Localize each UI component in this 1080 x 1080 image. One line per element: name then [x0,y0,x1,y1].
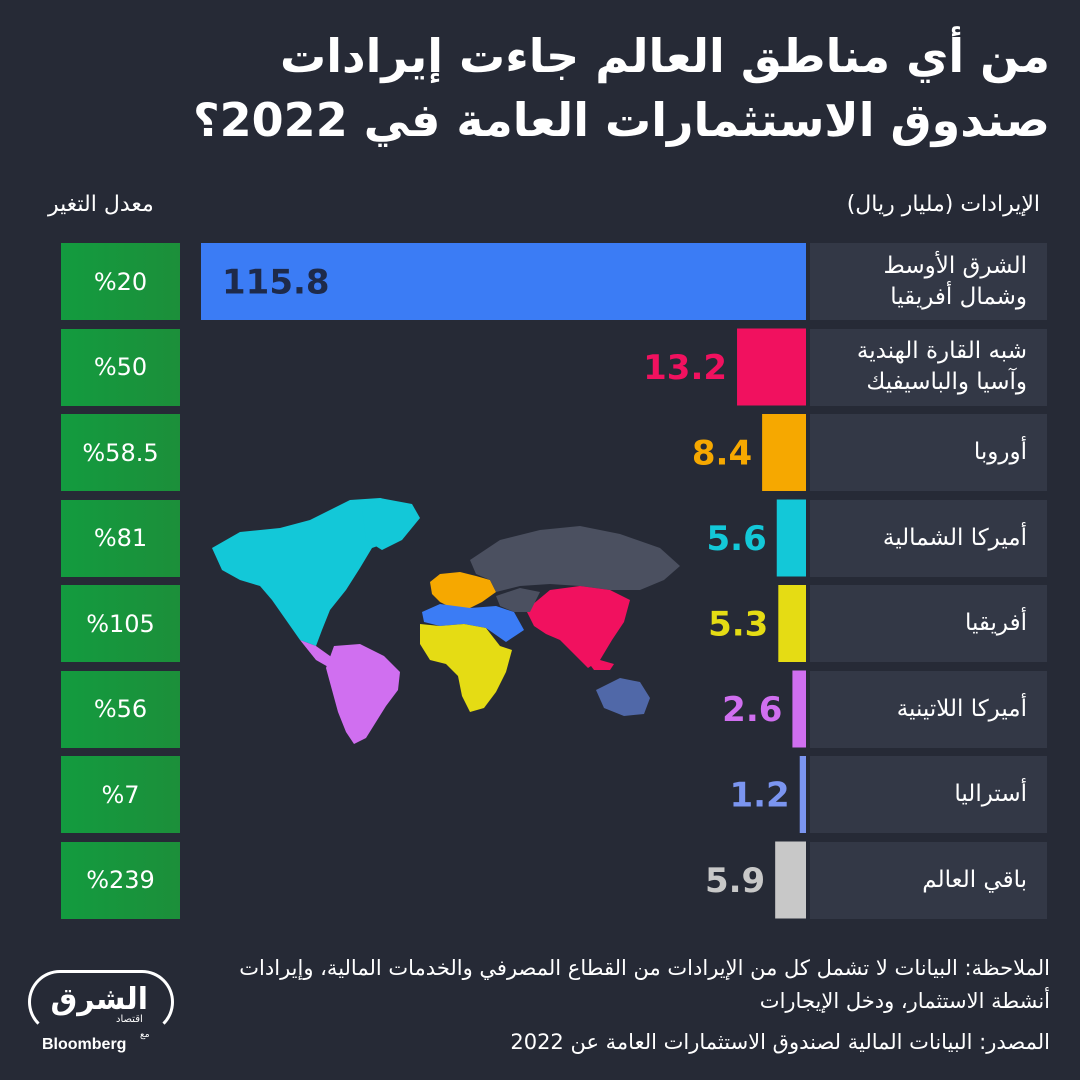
map-indonesia [588,660,614,670]
map-north-america [212,498,414,646]
bar-value-label-0: 115.8 [222,263,330,303]
bar-5 [792,670,806,748]
title-line-2: صندوق الاستثمارات العامة في 2022؟ [192,93,1050,147]
logo-partner: Bloomberg [42,1036,127,1053]
asharq-bloomberg-logo: الشرق اقتصاد مع Bloomberg [28,970,176,1058]
bar-6 [799,756,806,833]
bars-group: 115.8 13.2 8.4 5.6 5.3 2.6 1.2 5.9 [201,243,806,919]
bar-value-label-7: 5.9 [705,861,765,901]
bar-value-label-1: 13.2 [643,348,727,388]
category-text-5: أميركا اللاتينية [896,695,1027,722]
bar-1 [737,328,806,406]
bar-value-label-6: 1.2 [729,776,789,816]
bar-0 [201,243,806,320]
category-label-1: شبه القارة الهندية وآسيا والباسيفيك [810,328,1047,406]
logo-sub: اقتصاد [116,1014,143,1025]
change-rate-2: %58.5 [61,414,180,491]
bar-value-label-3: 5.6 [707,519,767,559]
map-europe [430,572,496,608]
world-map [212,498,680,744]
category-text-4: أفريقيا [964,610,1027,636]
map-greenland [362,498,420,550]
map-mena [422,604,524,642]
change-rate-1: %50 [61,328,180,406]
category-label-3: أميركا الشمالية [810,499,1047,577]
category-text-6: أستراليا [954,781,1027,807]
change-rate-4: %105 [61,585,180,662]
bar-3 [776,499,806,577]
category-text-1: شبه القارة الهندية وآسيا والباسيفيك [856,338,1027,395]
note-text: الملاحظة: البيانات لا تشمل كل من الإيراد… [239,956,1050,1013]
map-australia [596,678,650,716]
category-label-0: الشرق الأوسط وشمال أفريقيا [810,243,1047,320]
map-central-america [300,640,338,668]
map-rest-of-world-central [496,588,540,612]
category-text-2: أوروبا [973,439,1027,465]
map-south-america [326,644,400,744]
change-rate-0: %20 [61,243,180,320]
bar-value-label-5: 2.6 [722,690,782,730]
change-rate-3: %81 [61,499,180,577]
map-asia-pacific [526,586,630,668]
change-rate-7: %239 [61,841,180,919]
category-text-3: أميركا الشمالية [882,524,1027,551]
chart-title: من أي مناطق العالم جاءت إيرادات صندوق ال… [50,24,1050,152]
category-label-7: باقي العالم [810,841,1047,919]
logo-with: مع [140,1030,150,1040]
change-rate-6: %7 [61,756,180,833]
source-text: المصدر: البيانات المالية لصندوق الاستثما… [510,1030,1050,1054]
category-label-4: أفريقيا [810,585,1047,662]
revenue-header: الإيرادات (مليار ريال) [846,192,1040,217]
logo-name: الشرق [50,982,148,1017]
change-rate-5: %56 [61,670,180,748]
category-label-6: أستراليا [810,756,1047,833]
map-africa [420,624,512,712]
bar-2 [762,414,806,491]
category-text-7: باقي العالم [922,866,1027,893]
bar-7 [775,841,806,919]
bar-4 [778,585,806,662]
title-line-1: من أي مناطق العالم جاءت إيرادات [279,29,1050,83]
category-label-2: أوروبا [810,414,1047,491]
logo-frame [28,970,174,1034]
change-header: معدل التغير [48,192,154,217]
category-text-0: الشرق الأوسط وشمال أفريقيا [883,252,1027,310]
bar-value-label-2: 8.4 [692,434,752,474]
category-label-5: أميركا اللاتينية [810,670,1047,748]
map-rest-of-world-north [470,526,680,592]
bar-value-label-4: 5.3 [708,605,768,645]
